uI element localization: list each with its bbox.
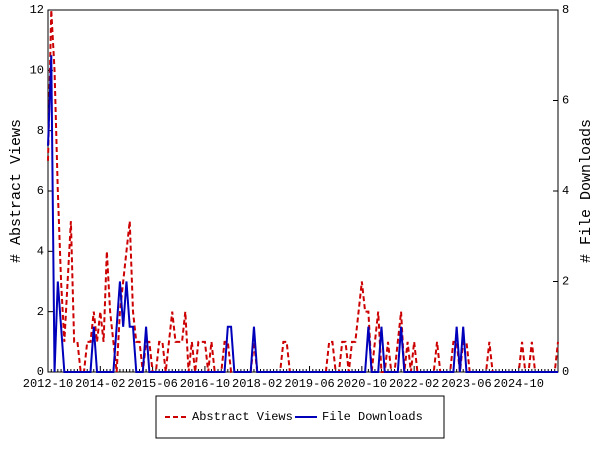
x-tick-label: 2024-10 [494,377,544,391]
y-tick-label: 12 [30,3,44,17]
x-tick-label: 2012-10 [23,377,73,391]
y-tick-label: 8 [37,124,44,138]
y2-tick-label: 8 [562,3,569,17]
x-tick-label: 2015-06 [127,377,177,391]
legend-box [155,395,445,439]
y-axis-title: # Abstract Views [8,119,25,263]
y-tick-label: 4 [37,245,44,259]
series-line [47,55,558,373]
x-tick-label: 2014-02 [75,377,125,391]
y-tick-label: 6 [37,184,44,198]
y2-tick-label: 2 [562,275,569,289]
legend-label: Abstract Views [192,410,293,424]
legend-label: File Downloads [322,410,423,424]
x-tick-label: 2018-02 [232,377,282,391]
y-tick-label: 2 [37,305,44,319]
y2-tick-label: 4 [562,184,569,198]
x-tick-label: 2016-10 [180,377,230,391]
y2-tick-label: 0 [562,365,569,379]
y2-axis-title: # File Downloads [578,119,595,263]
x-tick-label: 2020-10 [337,377,387,391]
x-tick-label: 2019-06 [284,377,334,391]
x-tick-label: 2022-02 [389,377,439,391]
y2-tick-label: 6 [562,94,569,108]
y-tick-label: 0 [37,365,44,379]
x-tick-label: 2023-06 [441,377,491,391]
y-tick-label: 10 [30,64,44,78]
